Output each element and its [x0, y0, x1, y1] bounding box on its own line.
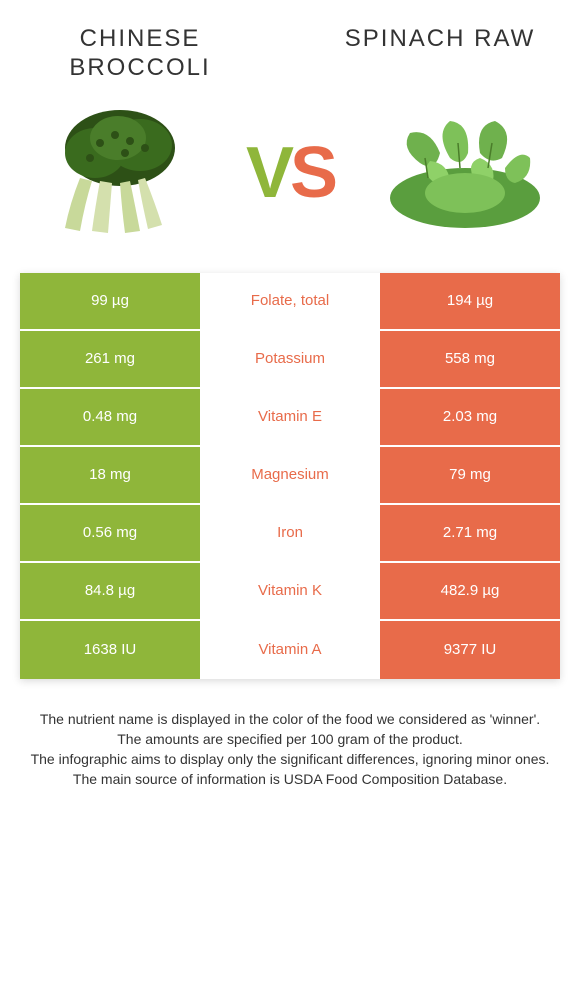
left-value: 0.56 mg	[20, 505, 200, 561]
footer-line-1: The nutrient name is displayed in the co…	[20, 709, 560, 729]
vs-s-letter: S	[290, 133, 334, 213]
right-value: 482.9 µg	[380, 563, 560, 619]
left-value: 1638 IU	[20, 621, 200, 679]
table-row: 0.48 mgVitamin E2.03 mg	[20, 389, 560, 447]
footer-line-4: The main source of information is USDA F…	[20, 769, 560, 789]
table-row: 99 µgFolate, total194 µg	[20, 273, 560, 331]
table-row: 18 mgMagnesium79 mg	[20, 447, 560, 505]
left-value: 18 mg	[20, 447, 200, 503]
nutrient-name: Iron	[200, 505, 380, 561]
left-food-title: Chinese broccoli	[40, 25, 240, 83]
nutrient-name: Folate, total	[200, 273, 380, 329]
right-value: 194 µg	[380, 273, 560, 329]
nutrient-name: Vitamin K	[200, 563, 380, 619]
broccoli-image	[30, 103, 200, 243]
right-value: 2.71 mg	[380, 505, 560, 561]
spinach-image	[380, 103, 550, 243]
table-row: 261 mgPotassium558 mg	[20, 331, 560, 389]
right-value: 79 mg	[380, 447, 560, 503]
right-food-title: Spinach raw	[340, 25, 540, 83]
footer-line-2: The amounts are specified per 100 gram o…	[20, 729, 560, 749]
table-row: 84.8 µgVitamin K482.9 µg	[20, 563, 560, 621]
left-value: 84.8 µg	[20, 563, 200, 619]
table-row: 0.56 mgIron2.71 mg	[20, 505, 560, 563]
nutrient-name: Potassium	[200, 331, 380, 387]
right-value: 558 mg	[380, 331, 560, 387]
vs-label: VS	[246, 132, 334, 214]
right-value: 9377 IU	[380, 621, 560, 679]
footer-notes: The nutrient name is displayed in the co…	[0, 679, 580, 790]
nutrient-name: Magnesium	[200, 447, 380, 503]
versus-row: VS	[0, 93, 580, 273]
left-value: 99 µg	[20, 273, 200, 329]
vs-v-letter: V	[246, 133, 290, 213]
nutrient-name: Vitamin A	[200, 621, 380, 679]
right-value: 2.03 mg	[380, 389, 560, 445]
nutrient-name: Vitamin E	[200, 389, 380, 445]
left-value: 261 mg	[20, 331, 200, 387]
table-row: 1638 IUVitamin A9377 IU	[20, 621, 560, 679]
nutrient-table: 99 µgFolate, total194 µg261 mgPotassium5…	[20, 273, 560, 679]
left-value: 0.48 mg	[20, 389, 200, 445]
header: Chinese broccoli Spinach raw	[0, 0, 580, 93]
footer-line-3: The infographic aims to display only the…	[20, 749, 560, 769]
